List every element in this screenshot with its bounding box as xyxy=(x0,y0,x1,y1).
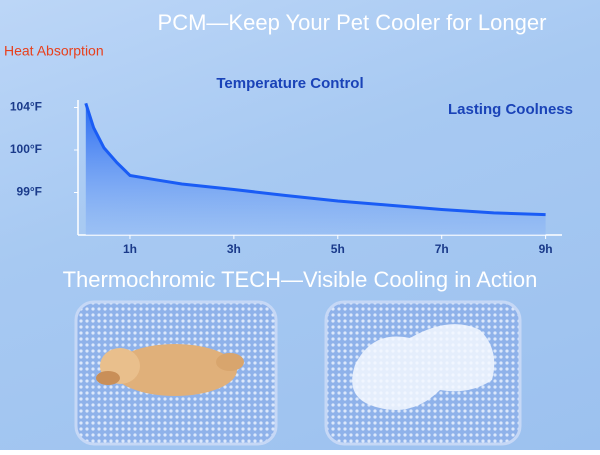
x-tick-label: 3h xyxy=(227,242,241,256)
subtitle: Thermochromic TECH—Visible Cooling in Ac… xyxy=(63,267,538,292)
annotation: Temperature Control xyxy=(216,75,363,92)
chart-title: PCM—Keep Your Pet Cooler for Longer xyxy=(158,10,547,35)
x-tick-label: 1h xyxy=(123,242,137,256)
pad-illustration xyxy=(74,300,522,446)
y-tick-label: 104°F xyxy=(10,100,42,114)
x-tick-label: 9h xyxy=(539,242,553,256)
y-tick-label: 99°F xyxy=(17,185,42,199)
area xyxy=(85,103,546,235)
line xyxy=(84,102,546,217)
x-tick-label: 7h xyxy=(435,242,449,256)
annotation: Heat Absorption xyxy=(4,43,104,59)
y-tick-label: 100°F xyxy=(10,142,42,156)
x-tick-label: 5h xyxy=(331,242,345,256)
annotation: Lasting Coolness xyxy=(448,101,573,118)
